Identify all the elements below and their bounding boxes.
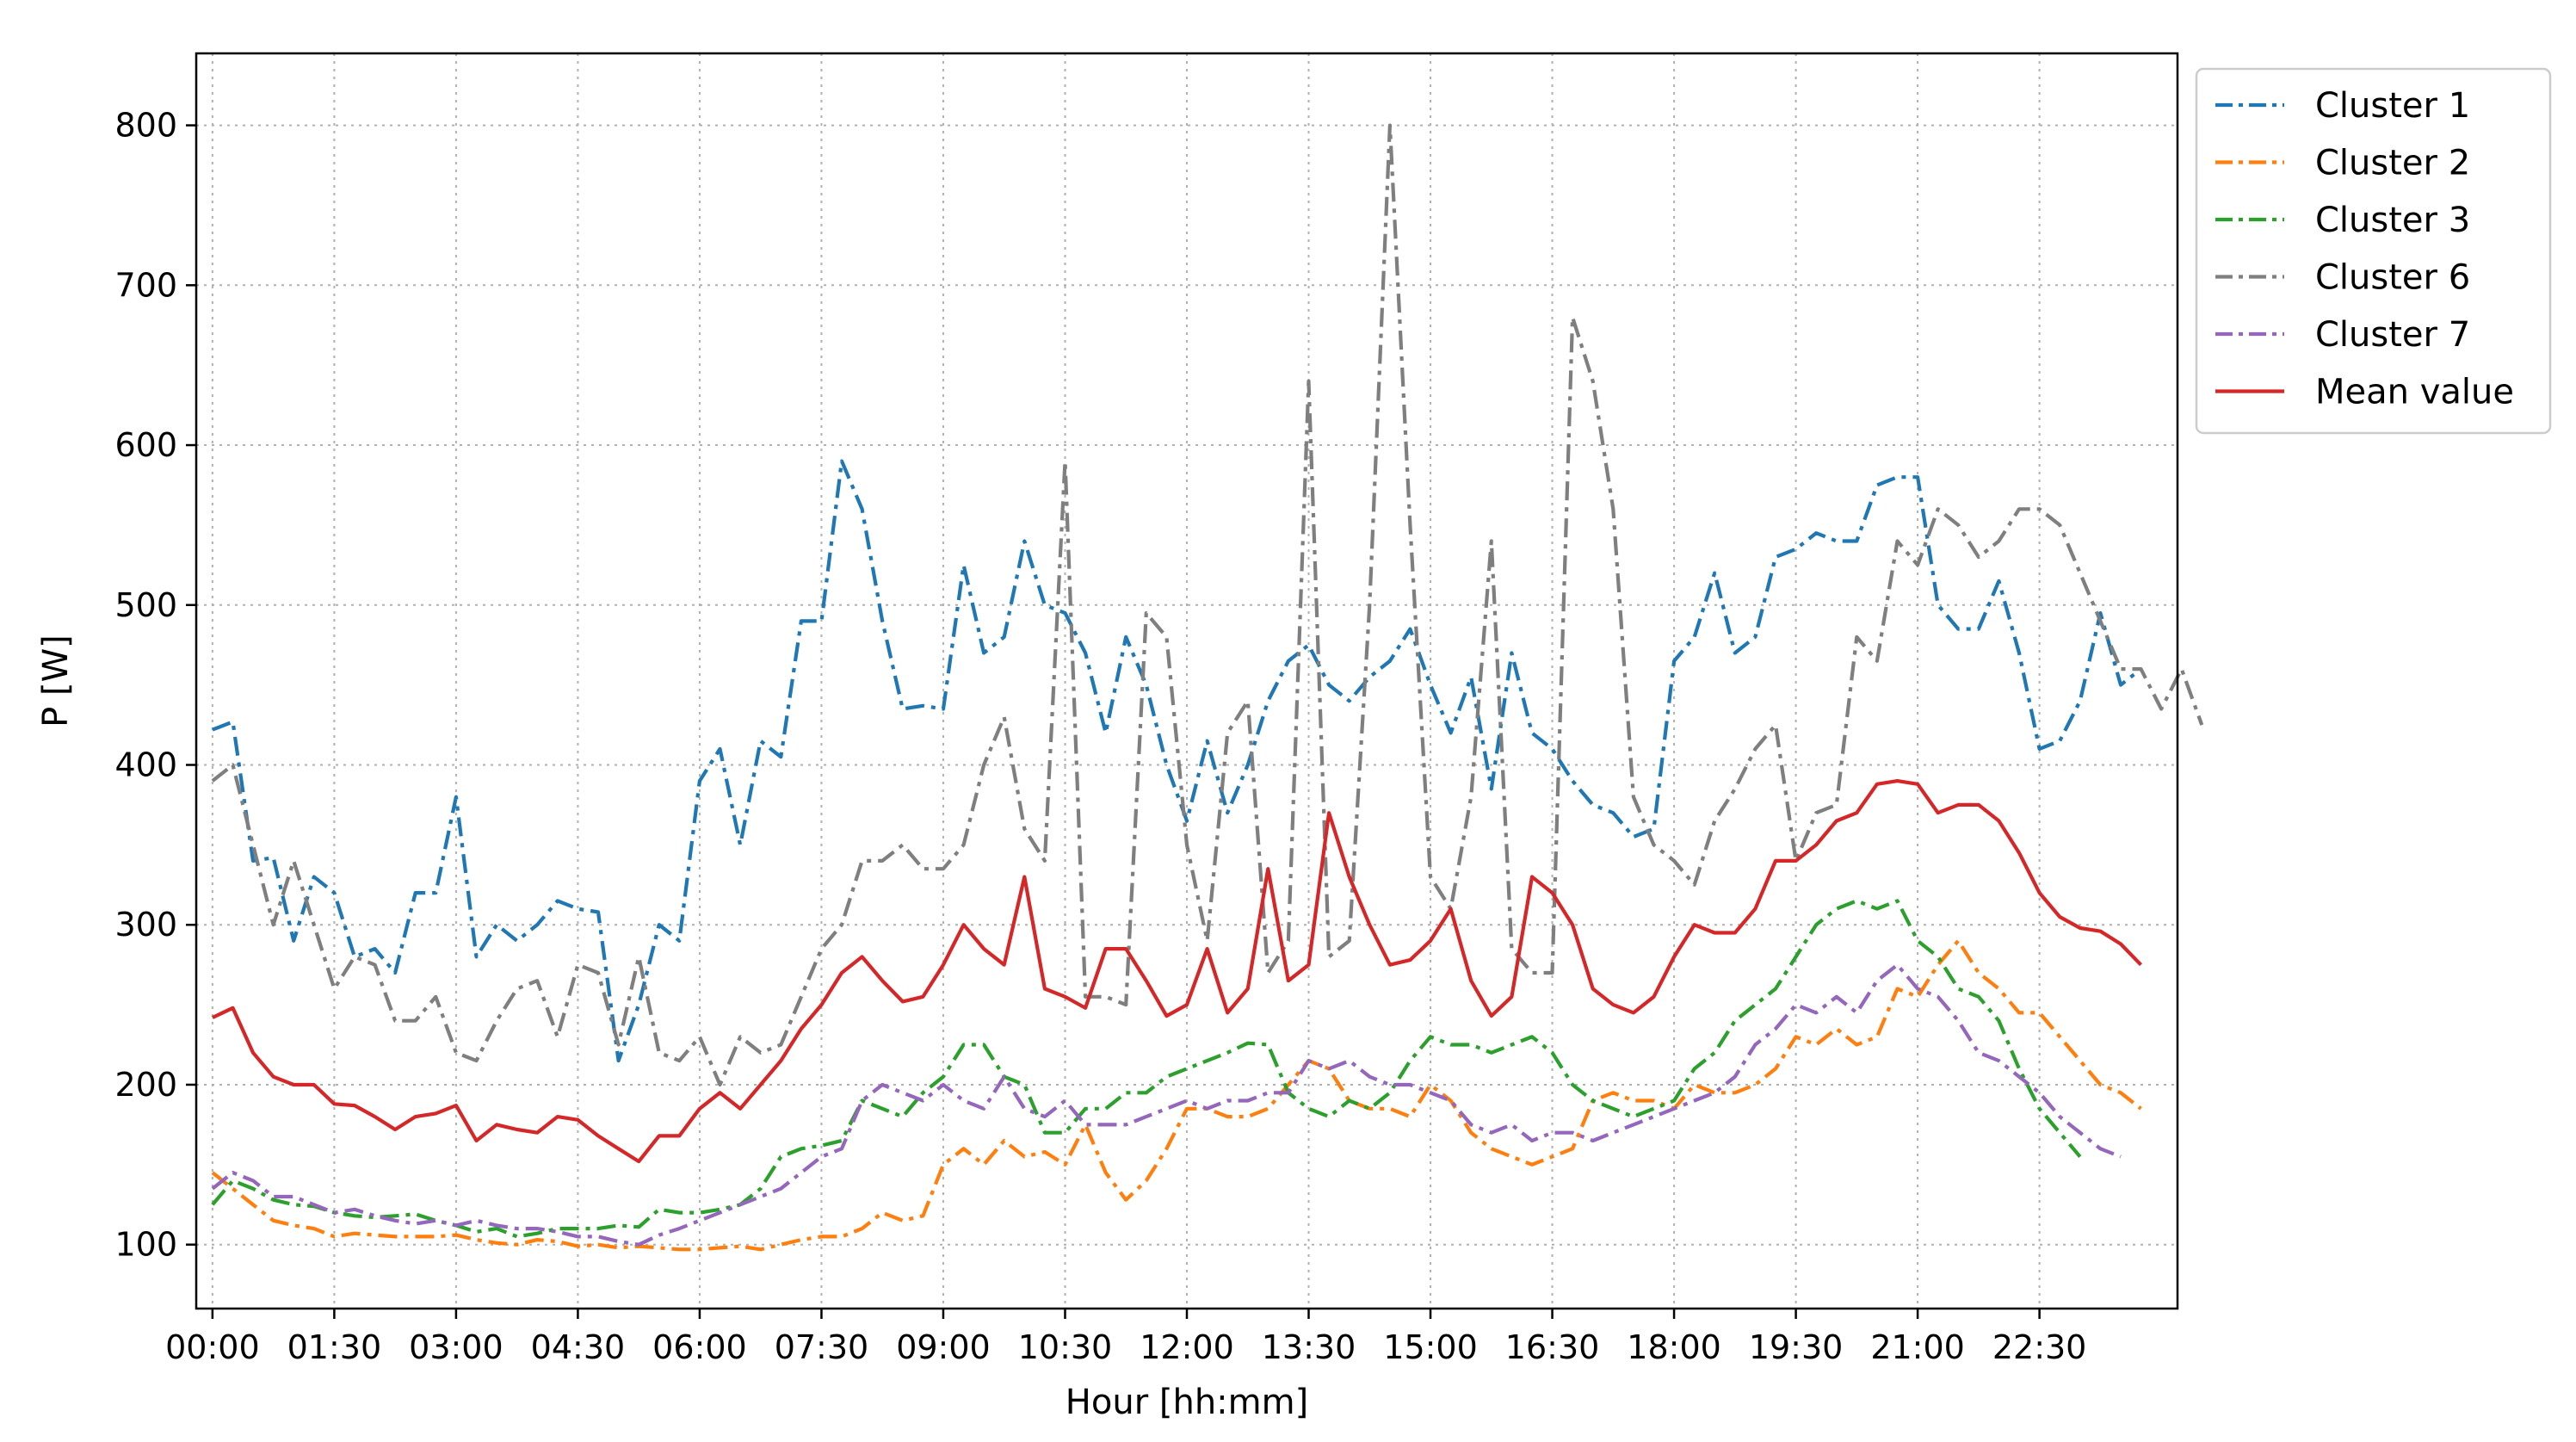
series-line-cluster-6 [211, 123, 2204, 1087]
series-line-mean-value [211, 778, 2143, 1164]
x-tick-label: 06:00 [652, 1328, 747, 1366]
x-tick-label: 15:00 [1383, 1328, 1478, 1366]
legend-label: Cluster 3 [2315, 201, 2470, 240]
x-tick-label: 10:30 [1018, 1328, 1113, 1366]
legend-label: Cluster 6 [2315, 258, 2470, 298]
y-axis-label: P [W] [36, 634, 76, 727]
x-tick-label: 00:00 [165, 1328, 260, 1366]
y-tick-label: 600 [114, 426, 177, 464]
x-tick-label: 18:00 [1627, 1328, 1721, 1366]
y-tick-label: 300 [114, 906, 177, 944]
x-tick-label: 04:30 [531, 1328, 626, 1366]
x-tick-label: 22:30 [1992, 1328, 2087, 1366]
legend-label: Cluster 7 [2315, 315, 2470, 355]
legend-label: Mean value [2315, 373, 2514, 412]
series-line-cluster-3 [211, 899, 2082, 1239]
x-tick-label: 12:00 [1140, 1328, 1234, 1366]
plot-area [211, 123, 2204, 1252]
x-tick-label: 01:30 [287, 1328, 382, 1366]
y-tick-label: 700 [114, 266, 177, 304]
y-tick-label: 800 [114, 107, 177, 145]
x-tick-label: 03:00 [409, 1328, 503, 1366]
y-tick-label: 200 [114, 1066, 177, 1104]
x-tick-label: 21:00 [1870, 1328, 1965, 1366]
x-tick-label: 07:30 [775, 1328, 869, 1366]
legend: Cluster 1 Cluster 2 Cluster 3 Cluster 6 Clus… [2195, 67, 2552, 435]
x-tick-label: 13:30 [1262, 1328, 1356, 1366]
x-tick-label: 16:30 [1505, 1328, 1600, 1366]
y-axis: 100 200 300 400 500 600 700 800 [114, 107, 196, 1264]
series-line-cluster-7 [211, 962, 2122, 1247]
grid-lines [196, 53, 2178, 1309]
series-line-cluster-2 [211, 938, 2142, 1252]
x-tick-label: 09:00 [896, 1328, 991, 1366]
x-axis: 00:00 01:30 03:00 04:30 06:00 07:30 09:00 10:30… [165, 1309, 2086, 1366]
y-tick-label: 400 [114, 746, 177, 784]
x-axis-label: Hour [hh:mm] [1066, 1383, 1308, 1422]
y-tick-label: 100 [114, 1226, 177, 1264]
y-tick-label: 500 [114, 586, 177, 624]
legend-box [2195, 67, 2552, 435]
series-line-cluster-1 [212, 459, 2142, 1063]
x-tick-label: 19:30 [1749, 1328, 1844, 1366]
legend-label: Cluster 1 [2315, 86, 2470, 126]
legend-label: Cluster 2 [2315, 144, 2470, 183]
